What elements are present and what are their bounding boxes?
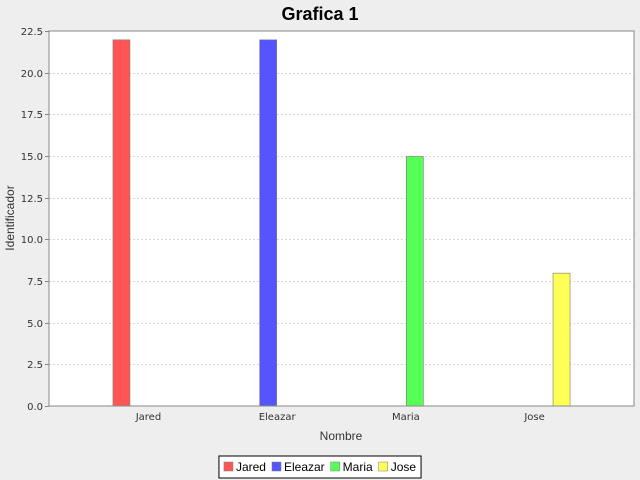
y-tick-label: 7.5 bbox=[27, 277, 43, 288]
legend-items: Jared Eleazar Maria Jose bbox=[223, 460, 417, 474]
legend-label-maria: Maria bbox=[343, 460, 373, 474]
y-tick-label: 12.5 bbox=[21, 194, 43, 205]
x-axis-label: Nombre bbox=[320, 429, 363, 443]
y-tick-label: 22.5 bbox=[21, 27, 43, 38]
y-tick-label: 5.0 bbox=[27, 319, 43, 330]
gridlines bbox=[49, 73, 634, 365]
x-tick-label: Jared bbox=[135, 412, 161, 423]
legend-swatch-eleazar bbox=[271, 461, 282, 472]
plot-area bbox=[48, 30, 635, 407]
chart-title: Grafica 1 bbox=[281, 4, 358, 24]
y-tick-label: 15.0 bbox=[21, 152, 43, 163]
legend: Jared Eleazar Maria Jose bbox=[218, 455, 422, 479]
x-axis-ticks: Jared Eleazar Maria Jose bbox=[135, 412, 545, 423]
bar-eleazar bbox=[259, 39, 277, 407]
y-tick-label: 20.0 bbox=[21, 69, 43, 80]
legend-swatch-jared bbox=[223, 461, 234, 472]
y-tick-label: 2.5 bbox=[27, 360, 43, 371]
y-tick-label: 17.5 bbox=[21, 110, 43, 121]
y-axis-ticks: 0.0 2.5 5.0 7.5 10.0 12.5 15.0 17.5 20.0 22.5 bbox=[21, 27, 49, 413]
y-axis-label: Identificador bbox=[3, 185, 17, 250]
legend-label-eleazar: Eleazar bbox=[284, 460, 325, 474]
bar-maria bbox=[406, 156, 424, 407]
y-tick-label: 0.0 bbox=[27, 402, 43, 413]
legend-swatch-maria bbox=[330, 461, 340, 472]
x-tick-label: Jose bbox=[523, 412, 544, 423]
y-tick-label: 10.0 bbox=[21, 235, 43, 246]
bar-jose bbox=[552, 272, 571, 407]
x-tick-label: Eleazar bbox=[259, 412, 297, 423]
bar-jared bbox=[112, 39, 131, 407]
legend-box bbox=[218, 455, 422, 479]
legend-label-jose: Jose bbox=[391, 460, 417, 474]
legend-swatch-jose bbox=[378, 461, 388, 472]
x-tick-label: Maria bbox=[392, 412, 420, 423]
legend-label-jared: Jared bbox=[236, 460, 266, 474]
